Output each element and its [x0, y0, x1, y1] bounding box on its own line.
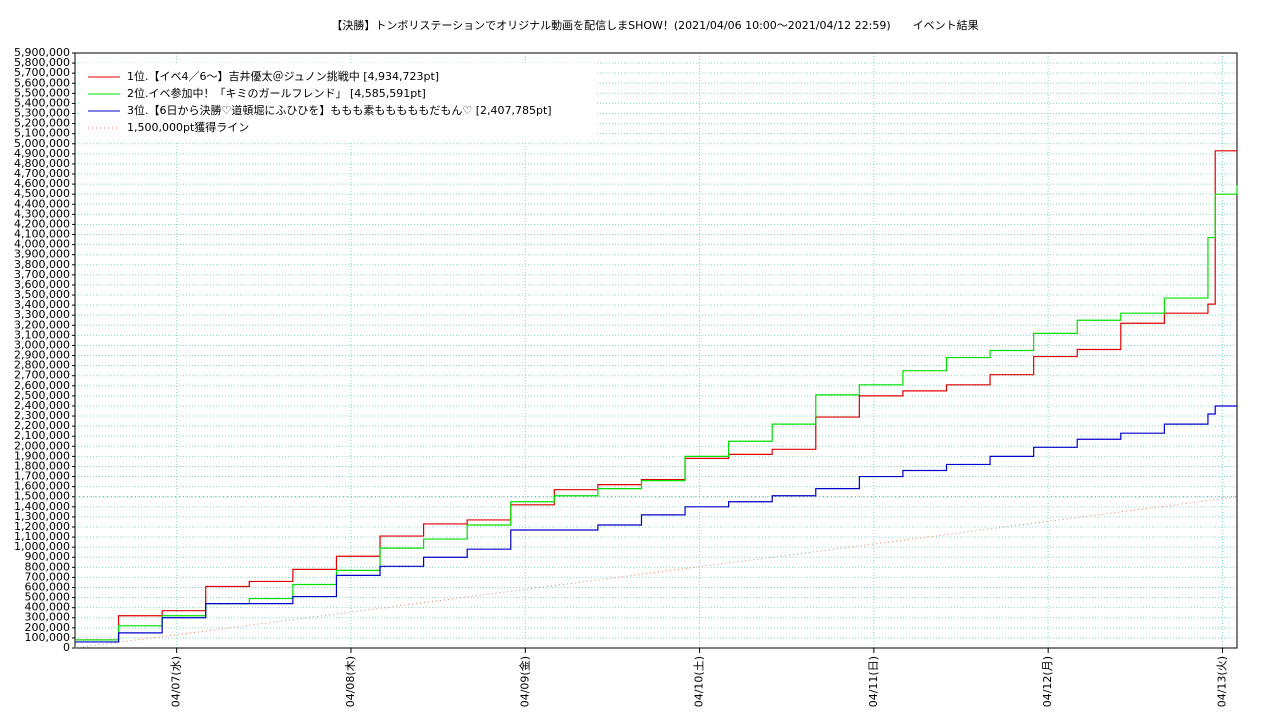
y-tick-label: 1,300,000	[14, 510, 70, 523]
y-tick-label: 300,000	[25, 611, 71, 624]
y-tick-label: 2,400,000	[14, 399, 70, 412]
x-tick-label: 04/11(日)	[867, 656, 880, 707]
y-tick-label: 1,800,000	[14, 459, 70, 472]
y-tick-label: 4,900,000	[14, 147, 70, 160]
x-tick-label: 04/10(土)	[693, 656, 706, 707]
chart-title: 【決勝】トンボリステーションでオリジナル動画を配信しまSHOW！(2021/04…	[331, 18, 978, 32]
y-tick-label: 700,000	[25, 570, 71, 583]
y-tick-label: 5,200,000	[14, 117, 70, 130]
plot-frame	[74, 52, 1238, 649]
y-tick-label: 2,700,000	[14, 369, 70, 382]
y-tick-label: 3,200,000	[14, 318, 70, 331]
y-tick-label: 5,700,000	[14, 66, 70, 79]
y-tick-label: 4,700,000	[14, 167, 70, 180]
y-tick-label: 3,400,000	[14, 298, 70, 311]
y-tick-label: 4,600,000	[14, 177, 70, 190]
y-tick-label: 2,600,000	[14, 379, 70, 392]
y-tick-label: 500,000	[25, 591, 71, 604]
legend-label: 1位.【イベ4／6〜】吉井優太＠ジュノン挑戦中 [4,934,723pt]	[127, 69, 439, 83]
reference-line	[74, 496, 1238, 649]
y-tick-label: 100,000	[25, 631, 71, 644]
y-tick-label: 2,000,000	[14, 439, 70, 452]
y-tick-label: 1,200,000	[14, 520, 70, 533]
y-tick-label: 800,000	[25, 560, 71, 573]
y-tick-label: 5,300,000	[14, 107, 70, 120]
y-tick-label: 2,100,000	[14, 429, 70, 442]
y-tick-label: 2,800,000	[14, 359, 70, 372]
y-tick-label: 2,500,000	[14, 389, 70, 402]
y-tick-label: 3,600,000	[14, 278, 70, 291]
y-tick-label: 3,500,000	[14, 288, 70, 301]
x-tick-label: 04/13(火)	[1215, 656, 1228, 707]
y-tick-label: 3,800,000	[14, 258, 70, 271]
legend-label: 1,500,000pt獲得ライン	[127, 121, 249, 134]
y-tick-label: 0	[63, 641, 70, 654]
series-line	[75, 185, 1238, 641]
y-tick-label: 4,100,000	[14, 228, 70, 241]
y-tick-label: 4,500,000	[14, 187, 70, 200]
y-tick-label: 5,100,000	[14, 127, 70, 140]
y-tick-label: 2,300,000	[14, 409, 70, 422]
x-tick-label: 04/07(水)	[170, 656, 183, 707]
y-tick-label: 4,200,000	[14, 217, 70, 230]
y-tick-label: 5,800,000	[14, 56, 70, 69]
y-tick-label: 4,300,000	[14, 207, 70, 220]
y-tick-label: 400,000	[25, 601, 71, 614]
y-tick-label: 4,000,000	[14, 238, 70, 251]
y-tick-label: 1,900,000	[14, 449, 70, 462]
series-line	[75, 404, 1238, 643]
x-tick-label: 04/12(月)	[1041, 656, 1054, 707]
y-tick-label: 5,900,000	[14, 46, 70, 59]
y-tick-label: 900,000	[25, 550, 71, 563]
y-tick-label: 1,700,000	[14, 470, 70, 483]
y-tick-label: 600,000	[25, 580, 71, 593]
y-tick-label: 1,600,000	[14, 480, 70, 493]
y-tick-label: 1,100,000	[14, 530, 70, 543]
y-tick-label: 5,600,000	[14, 76, 70, 89]
y-tick-label: 3,100,000	[14, 328, 70, 341]
x-tick-label: 04/09(金)	[517, 656, 531, 707]
y-tick-label: 3,000,000	[14, 338, 70, 351]
y-tick-label: 2,200,000	[14, 419, 70, 432]
legend-label: 3位.【6日から決勝♡道頓堀にふひひを】ももも素もももももだもん♡ [2,407…	[127, 103, 552, 117]
y-tick-label: 1,500,000	[14, 490, 70, 503]
y-tick-label: 200,000	[25, 621, 71, 634]
x-tick-label: 04/08(木)	[344, 656, 357, 707]
y-tick-label: 3,700,000	[14, 268, 70, 281]
y-tick-label: 5,000,000	[14, 137, 70, 150]
legend-label: 2位.イベ参加中！「キミのガールフレンド」 [4,585,591pt]	[127, 86, 426, 100]
y-tick-label: 1,000,000	[14, 540, 70, 553]
y-tick-label: 3,900,000	[14, 248, 70, 261]
y-tick-label: 5,400,000	[14, 96, 70, 109]
legend-box	[80, 63, 595, 143]
y-tick-label: 2,900,000	[14, 349, 70, 362]
y-tick-label: 4,400,000	[14, 197, 70, 210]
y-tick-label: 4,800,000	[14, 157, 70, 170]
y-tick-label: 3,300,000	[14, 308, 70, 321]
y-tick-label: 5,500,000	[14, 86, 70, 99]
y-tick-label: 1,400,000	[14, 500, 70, 513]
